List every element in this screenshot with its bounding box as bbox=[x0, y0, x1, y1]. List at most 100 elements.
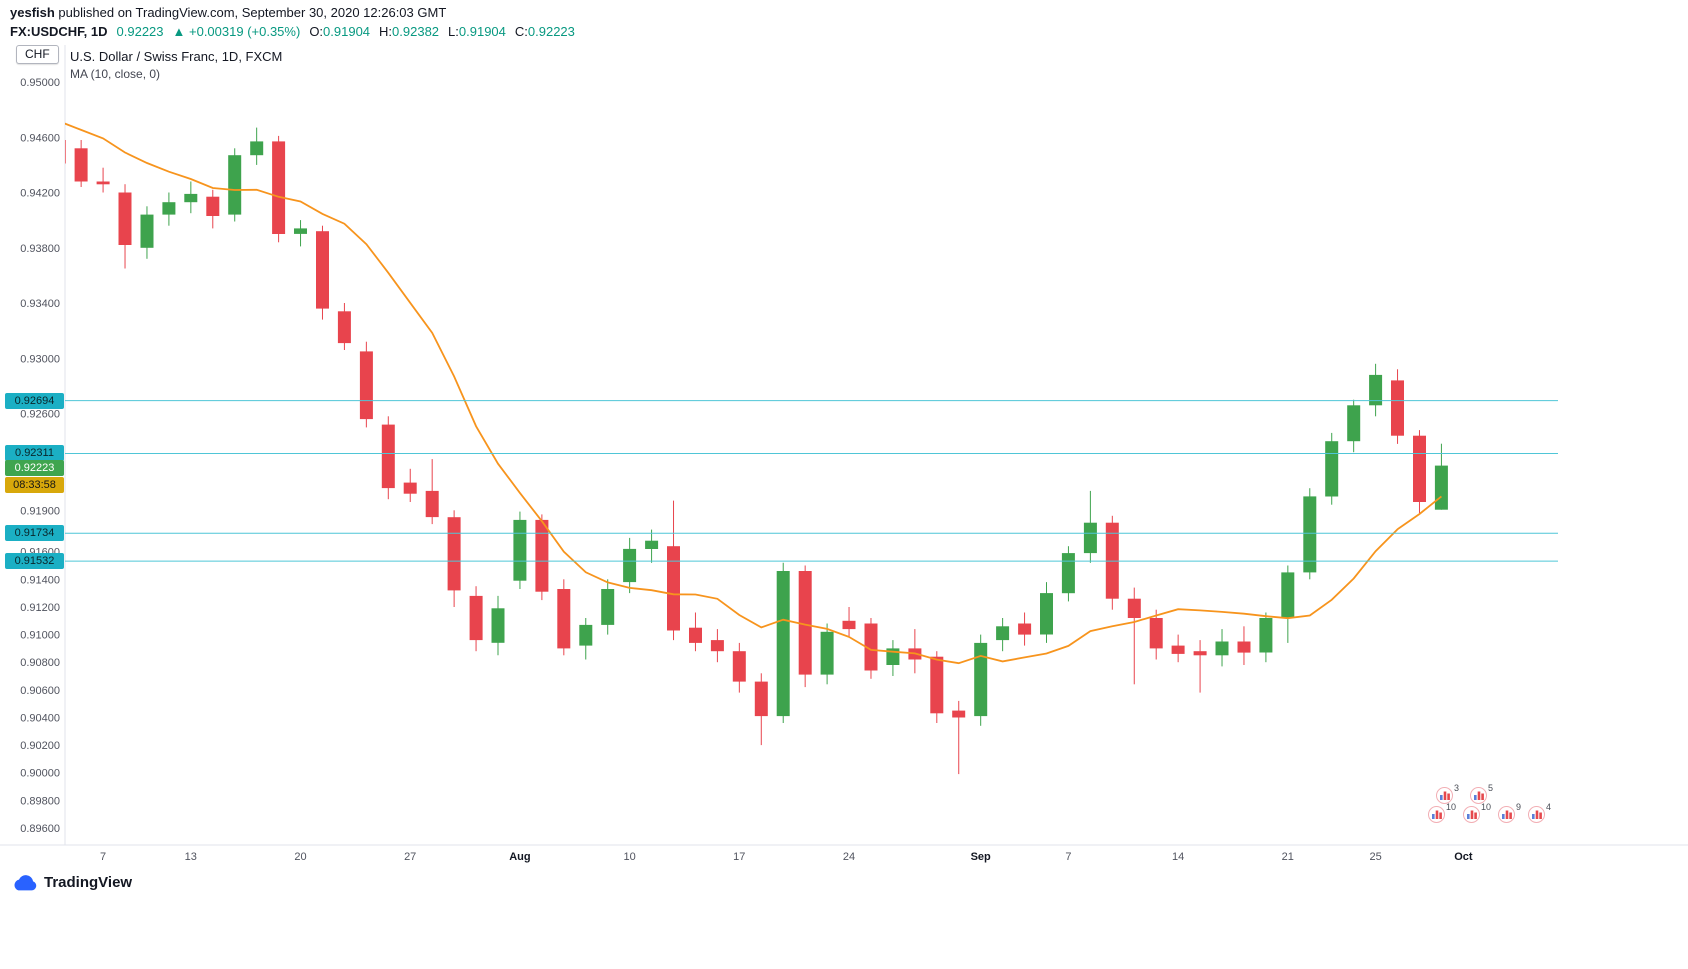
reaction-badge[interactable]: 9 bbox=[1498, 802, 1521, 823]
last-price-badge[interactable]: 0.92223 bbox=[5, 460, 64, 476]
x-axis-tick: 7 bbox=[1065, 851, 1071, 863]
reaction-badge[interactable]: 3 bbox=[1436, 783, 1459, 804]
candle bbox=[710, 629, 724, 663]
candle bbox=[228, 148, 242, 222]
y-axis-tick: 0.93800 bbox=[20, 243, 60, 255]
candle bbox=[1303, 488, 1317, 580]
candle bbox=[316, 225, 329, 320]
candle bbox=[974, 634, 988, 726]
x-axis-tick: 25 bbox=[1369, 851, 1381, 863]
y-axis-tick: 0.90200 bbox=[20, 740, 60, 752]
candle bbox=[579, 618, 593, 660]
bar-chart-icon bbox=[1528, 806, 1546, 823]
reaction-badge[interactable]: 5 bbox=[1470, 783, 1493, 804]
bar-chart-icon bbox=[1470, 787, 1488, 804]
publish-info: published on TradingView.com, September … bbox=[54, 5, 447, 20]
candle bbox=[1369, 363, 1383, 417]
candle bbox=[1281, 565, 1295, 643]
y-axis-tick: 0.90000 bbox=[20, 768, 60, 780]
candle bbox=[272, 135, 286, 243]
x-axis-tick: Sep bbox=[971, 851, 991, 863]
reaction-count: 3 bbox=[1454, 783, 1460, 793]
reaction-count: 10 bbox=[1446, 802, 1457, 812]
candle bbox=[1347, 399, 1361, 453]
reaction-count: 10 bbox=[1481, 802, 1492, 812]
tradingview-branding[interactable]: TradingView bbox=[10, 872, 132, 893]
candle bbox=[65, 140, 66, 164]
y-axis-tick: 0.95000 bbox=[20, 77, 60, 89]
candle bbox=[776, 562, 790, 723]
candle bbox=[930, 651, 944, 723]
y-axis-tick: 0.92600 bbox=[20, 409, 60, 421]
candle bbox=[140, 206, 154, 259]
chart-title[interactable]: U.S. Dollar / Swiss Franc, 1D, FXCM bbox=[70, 49, 283, 64]
bar-chart-icon bbox=[1428, 806, 1445, 823]
candle bbox=[1083, 490, 1097, 563]
x-axis-tick: 7 bbox=[100, 851, 106, 863]
y-axis-tick: 0.91200 bbox=[20, 602, 60, 614]
price-line-label[interactable]: 0.92694 bbox=[5, 393, 64, 409]
candle bbox=[74, 140, 88, 187]
candle bbox=[798, 565, 812, 688]
y-axis-tick: 0.93400 bbox=[20, 298, 60, 310]
candle bbox=[1040, 582, 1053, 643]
y-axis-tick: 0.91900 bbox=[20, 505, 60, 517]
reaction-count: 4 bbox=[1546, 802, 1552, 812]
y-axis-tick: 0.90800 bbox=[20, 657, 60, 669]
symbol-name: FX:USDCHF, 1D bbox=[10, 24, 108, 39]
x-axis-tick: Aug bbox=[509, 851, 530, 863]
candle bbox=[1237, 626, 1251, 665]
price-change: ▲ +0.00319 (+0.35%) bbox=[172, 24, 301, 39]
x-axis-tick: 27 bbox=[404, 851, 416, 863]
candle bbox=[469, 586, 483, 652]
candle bbox=[1391, 369, 1404, 444]
candle bbox=[1193, 640, 1207, 693]
reaction-badge[interactable]: 4 bbox=[1528, 802, 1551, 823]
x-axis-tick: 14 bbox=[1172, 851, 1184, 863]
y-axis-tick: 0.90600 bbox=[20, 685, 60, 697]
x-axis-tick: 10 bbox=[623, 851, 635, 863]
reaction-badge[interactable]: 10 bbox=[1428, 802, 1456, 823]
y-axis-tick: 0.90400 bbox=[20, 713, 60, 725]
close-value: C:0.92223 bbox=[514, 24, 575, 39]
candle bbox=[381, 416, 395, 500]
candle bbox=[820, 623, 834, 685]
candle bbox=[425, 459, 439, 525]
candle bbox=[513, 511, 527, 589]
candle bbox=[184, 181, 198, 214]
candle bbox=[294, 220, 307, 247]
x-axis-tick: 17 bbox=[733, 851, 745, 863]
candle bbox=[952, 700, 966, 775]
x-axis-tick: 13 bbox=[185, 851, 197, 863]
reaction-badge[interactable]: 10 bbox=[1463, 802, 1491, 823]
candle bbox=[1215, 629, 1229, 667]
candle bbox=[645, 529, 659, 563]
bar-chart-icon bbox=[1498, 806, 1516, 823]
candle bbox=[601, 579, 615, 635]
price-line-label[interactable]: 0.91532 bbox=[5, 553, 64, 569]
x-axis-tick: 24 bbox=[843, 851, 855, 863]
candle bbox=[1259, 612, 1273, 663]
candle bbox=[96, 167, 110, 193]
indicator-label[interactable]: MA (10, close, 0) bbox=[70, 67, 161, 81]
reactions-row: 10 10 9 4 bbox=[1428, 802, 1551, 823]
compare-symbol-button[interactable]: CHF bbox=[16, 45, 59, 64]
candle bbox=[206, 189, 220, 229]
candle bbox=[118, 184, 132, 269]
author-name: yesfish bbox=[10, 5, 55, 20]
candle bbox=[908, 629, 922, 674]
bar-chart-icon bbox=[1463, 806, 1481, 823]
candle bbox=[667, 500, 680, 641]
countdown-badge[interactable]: 08:33:58 bbox=[5, 477, 64, 493]
price-line-label[interactable]: 0.91734 bbox=[5, 525, 64, 541]
candle bbox=[535, 514, 549, 601]
candle bbox=[447, 510, 461, 607]
publish-line: yesfish published on TradingView.com, Se… bbox=[10, 5, 575, 20]
price-line-label[interactable]: 0.92311 bbox=[5, 445, 64, 461]
tradingview-wordmark: TradingView bbox=[44, 874, 133, 891]
candle bbox=[689, 612, 702, 652]
candle bbox=[1171, 634, 1185, 663]
open-value: O:0.91904 bbox=[309, 24, 371, 39]
